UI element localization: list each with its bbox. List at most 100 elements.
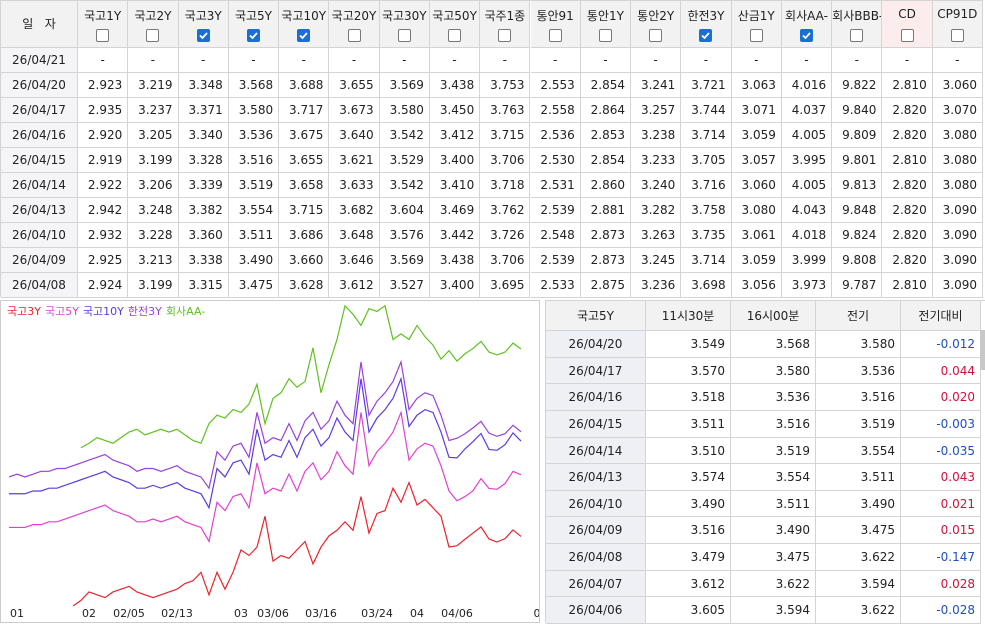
value-cell: 9.787: [832, 273, 883, 298]
value-cell: 3.576: [379, 223, 430, 248]
value-cell: 3.580: [731, 357, 816, 385]
header-cell: 통안1Y: [580, 1, 632, 48]
value-cell: 3.490: [646, 490, 731, 518]
value-cell: 0.015: [901, 517, 981, 545]
column-label: 국고50Y: [432, 9, 477, 23]
value-cell: 3.382: [178, 198, 229, 223]
value-cell: 9.840: [832, 98, 883, 123]
scrollbar[interactable]: [980, 330, 985, 370]
value-cell: 3.070: [932, 98, 983, 123]
checkbox[interactable]: [548, 29, 562, 42]
checkbox[interactable]: [498, 29, 512, 42]
date-cell: 26/04/16: [546, 384, 646, 411]
value-cell: 4.005: [781, 123, 833, 148]
value-cell: 2.873: [580, 223, 632, 248]
value-cell: -: [178, 48, 229, 73]
value-cell: 2.854: [580, 148, 632, 173]
value-cell: 3.594: [816, 570, 901, 598]
checkbox[interactable]: [950, 29, 964, 42]
value-cell: 3.516: [646, 517, 731, 545]
value-cell: 3.554: [228, 198, 280, 223]
value-cell: -: [882, 48, 933, 73]
header-cell: 산금1Y: [731, 1, 782, 48]
header-cell: 11시30분: [646, 301, 731, 331]
checkbox[interactable]: [196, 29, 210, 42]
value-cell: 3.060: [731, 173, 782, 198]
value-cell: 3.580: [228, 98, 280, 123]
checkbox[interactable]: [347, 29, 361, 42]
value-cell: 3.714: [681, 248, 732, 273]
value-cell: 3.442: [429, 223, 481, 248]
value-cell: 3.999: [781, 248, 833, 273]
checkbox[interactable]: [598, 29, 612, 42]
value-cell: 2.854: [580, 73, 632, 98]
value-cell: 3.536: [816, 357, 901, 385]
value-cell: 3.715: [480, 123, 531, 148]
checkbox[interactable]: [297, 29, 311, 42]
checkbox[interactable]: [96, 29, 110, 42]
plot-area: [8, 304, 522, 606]
checkbox[interactable]: [900, 29, 914, 42]
value-cell: 3.519: [228, 173, 280, 198]
date-cell: 26/04/14: [1, 173, 78, 198]
value-cell: 4.043: [781, 198, 833, 223]
checkbox[interactable]: [246, 29, 260, 42]
header-cell: 국고50Y: [429, 1, 481, 48]
value-cell: 9.824: [832, 223, 883, 248]
value-cell: 3.721: [681, 73, 732, 98]
header-cell: 국주1종: [480, 1, 531, 48]
header-cell: 국고10Y: [279, 1, 330, 48]
value-cell: 3.240: [631, 173, 682, 198]
checkbox[interactable]: [699, 29, 713, 42]
value-cell: 3.568: [731, 331, 816, 358]
rate-table: 일 자 국고1Y 국고2Y 국고3Y 국고5Y 국고10Y 국고20Y 국고30Y 국고50Y 국…: [0, 0, 983, 298]
value-cell: -: [128, 48, 179, 73]
header-cell: 국고30Y: [379, 1, 430, 48]
value-cell: 2.942: [78, 198, 129, 223]
value-cell: 4.016: [781, 73, 833, 98]
checkbox[interactable]: [146, 29, 160, 42]
value-cell: -0.028: [901, 597, 981, 624]
header-cell: 통안91: [530, 1, 581, 48]
date-cell: 26/04/08: [1, 273, 78, 298]
value-cell: 3.061: [731, 223, 782, 248]
value-cell: 0.021: [901, 490, 981, 518]
header-cell: 전기대비: [901, 301, 981, 331]
value-cell: 2.925: [78, 248, 129, 273]
x-tick-label: 01: [10, 607, 24, 620]
value-cell: 3.348: [178, 73, 229, 98]
value-cell: 3.706: [480, 248, 531, 273]
value-cell: 3.570: [646, 357, 731, 385]
value-cell: 3.360: [178, 223, 229, 248]
value-cell: 3.233: [631, 148, 682, 173]
value-cell: 3.628: [279, 273, 330, 298]
column-label: CP91D: [937, 7, 978, 21]
checkbox[interactable]: [850, 29, 864, 42]
value-cell: 3.412: [429, 123, 481, 148]
value-cell: -: [480, 48, 531, 73]
column-label: 산금1Y: [737, 9, 775, 23]
x-tick-label: 04: [410, 607, 424, 620]
value-cell: 3.339: [178, 173, 229, 198]
value-cell: 3.257: [631, 98, 682, 123]
value-cell: 3.621: [329, 148, 380, 173]
value-cell: 4.018: [781, 223, 833, 248]
value-cell: 3.658: [279, 173, 330, 198]
x-tick-label: 03/24: [361, 607, 393, 620]
value-cell: 2.820: [882, 98, 933, 123]
value-cell: 3.236: [631, 273, 682, 298]
checkbox[interactable]: [649, 29, 663, 42]
value-cell: 3.554: [731, 464, 816, 491]
column-label: CD: [898, 7, 916, 21]
value-cell: 3.735: [681, 223, 732, 248]
value-cell: 3.640: [329, 123, 380, 148]
checkbox[interactable]: [800, 29, 813, 42]
value-cell: 3.516: [731, 410, 816, 438]
header-cell: 일 자: [1, 1, 78, 48]
checkbox[interactable]: [397, 29, 411, 42]
value-cell: -: [832, 48, 883, 73]
value-cell: 3.206: [128, 173, 179, 198]
checkbox[interactable]: [749, 29, 763, 42]
checkbox[interactable]: [448, 29, 462, 42]
value-cell: 3.633: [329, 173, 380, 198]
